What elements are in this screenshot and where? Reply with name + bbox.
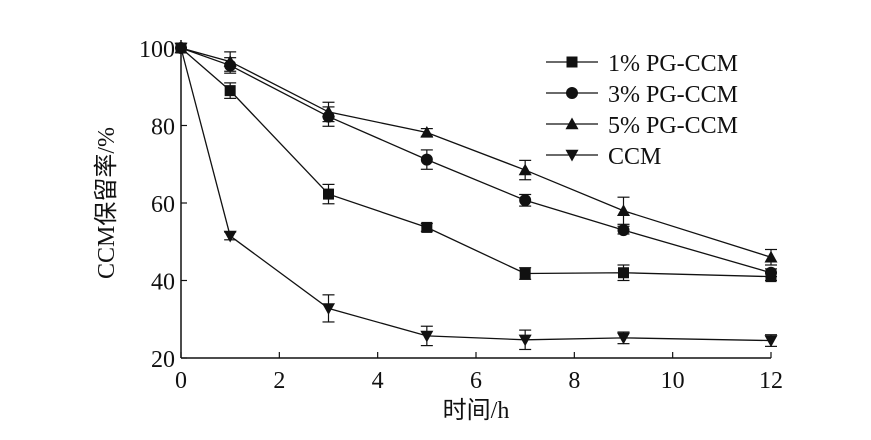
data-point bbox=[420, 153, 433, 166]
data-point bbox=[617, 332, 630, 345]
data-point bbox=[322, 303, 335, 315]
x-tick-label: 4 bbox=[372, 368, 384, 394]
series-triangle-down bbox=[174, 42, 778, 351]
y-tick-label: 20 bbox=[151, 347, 175, 373]
legend-label: 5% PG-CCM bbox=[608, 113, 738, 139]
series-triangle-up bbox=[174, 41, 778, 266]
x-tick-label: 6 bbox=[470, 368, 482, 394]
data-point bbox=[765, 266, 777, 279]
data-point bbox=[223, 55, 237, 67]
x-axis-label: 时间/h bbox=[443, 397, 510, 424]
data-point bbox=[617, 204, 630, 216]
x-tick-label: 8 bbox=[568, 368, 580, 394]
series-line bbox=[180, 47, 772, 258]
y-tick-label: 60 bbox=[151, 192, 175, 218]
data-point bbox=[519, 194, 532, 207]
x-tick-label: 10 bbox=[661, 368, 685, 394]
y-tick-label: 100 bbox=[139, 37, 175, 63]
data-point bbox=[618, 267, 629, 279]
series-layer bbox=[174, 41, 778, 351]
data-point bbox=[518, 163, 532, 176]
data-point bbox=[764, 335, 778, 348]
axes: 0 2 4 6 8 10 12 20 40 60 80 100 bbox=[139, 37, 783, 394]
data-point bbox=[223, 230, 237, 243]
data-point bbox=[764, 250, 778, 263]
legend-item: 1% PG-CCM bbox=[546, 51, 738, 77]
data-point bbox=[174, 42, 188, 55]
data-point bbox=[518, 334, 532, 347]
legend-marker bbox=[565, 117, 579, 130]
legend-marker bbox=[566, 87, 578, 99]
data-point bbox=[224, 85, 236, 97]
y-tick-label: 40 bbox=[151, 270, 175, 296]
x-tick-label: 0 bbox=[175, 368, 187, 394]
data-point bbox=[420, 330, 434, 343]
series-circle bbox=[175, 42, 777, 279]
legend-label: CCM bbox=[608, 144, 661, 170]
legend-label: 3% PG-CCM bbox=[608, 82, 738, 108]
legend-marker bbox=[565, 149, 579, 162]
legend-marker bbox=[566, 56, 578, 68]
x-tick-label: 12 bbox=[759, 368, 783, 394]
legend-label: 1% PG-CCM bbox=[608, 51, 738, 77]
data-point bbox=[519, 268, 531, 280]
legend-item: 3% PG-CCM bbox=[546, 82, 738, 108]
legend-item: CCM bbox=[546, 144, 661, 170]
series-square bbox=[175, 42, 777, 283]
y-tick-label: 80 bbox=[151, 115, 175, 141]
y-axis-label: CCM保留率/% bbox=[93, 127, 120, 279]
data-point bbox=[420, 125, 434, 138]
data-point bbox=[421, 221, 433, 233]
legend-item: 5% PG-CCM bbox=[546, 113, 738, 139]
data-point bbox=[322, 105, 335, 118]
data-point bbox=[323, 188, 334, 200]
legend: 1% PG-CCM 3% PG-CCM 5% PG-CCM CCM bbox=[546, 51, 738, 170]
x-tick-label: 2 bbox=[273, 368, 285, 394]
data-point bbox=[617, 224, 630, 237]
